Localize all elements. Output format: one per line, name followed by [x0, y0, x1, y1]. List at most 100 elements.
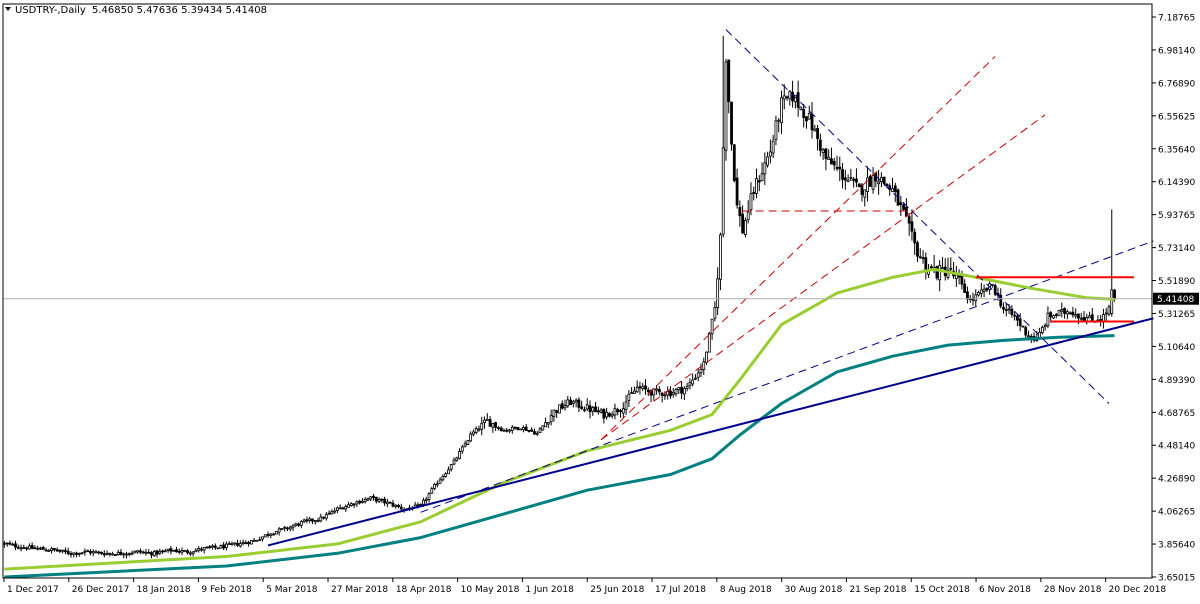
- candle-body: [830, 158, 833, 165]
- candle-body: [444, 473, 448, 477]
- candle-body: [180, 550, 184, 553]
- candle-body: [455, 457, 459, 461]
- candle-body: [355, 501, 359, 505]
- candle-body: [602, 408, 606, 419]
- candle-body: [788, 90, 792, 100]
- candle-body: [638, 386, 642, 389]
- candle-body: [372, 495, 375, 499]
- candle-body: [80, 552, 84, 555]
- candle-body: [802, 108, 806, 119]
- candle-body: [422, 499, 425, 505]
- candle-body: [430, 488, 434, 494]
- candle-body: [438, 479, 442, 484]
- candle-body: [635, 386, 639, 393]
- candle-body: [893, 185, 897, 193]
- candle-body: [774, 120, 778, 140]
- candle-body: [499, 427, 503, 431]
- candle-body: [785, 96, 789, 99]
- candle-body: [311, 518, 314, 522]
- candle-body: [966, 291, 969, 300]
- candle-body: [913, 231, 917, 244]
- candle-body: [39, 547, 42, 550]
- candle-body: [424, 498, 428, 501]
- candle-body: [197, 548, 201, 551]
- candle-body: [680, 386, 683, 394]
- candle-body: [757, 180, 761, 183]
- candle-body: [1071, 311, 1075, 316]
- candle-body: [361, 500, 364, 503]
- candle-body: [835, 167, 839, 169]
- candle-body: [155, 550, 159, 555]
- candles-layer: [2, 35, 1116, 559]
- candle-body: [627, 393, 631, 401]
- price-tick-label: 4.26890: [1158, 475, 1195, 485]
- candle-body: [236, 542, 239, 546]
- candle-body: [960, 275, 964, 285]
- candle-body: [696, 372, 700, 378]
- candle-body: [1015, 315, 1019, 321]
- candle-body: [705, 351, 708, 363]
- candle-body: [494, 422, 498, 428]
- candle-body: [188, 552, 192, 555]
- candle-body: [191, 551, 195, 555]
- candle-body: [619, 410, 622, 412]
- candle-body: [1043, 324, 1047, 328]
- candle-body: [741, 213, 745, 234]
- candle-body: [946, 269, 950, 278]
- candle-body: [596, 410, 600, 413]
- candle-body: [427, 493, 431, 500]
- candle-body: [266, 534, 270, 536]
- candle-body: [810, 113, 814, 131]
- date-tick-label: 6 Nov 2018: [979, 585, 1031, 595]
- candle-body: [83, 550, 87, 553]
- candle-body: [674, 389, 678, 395]
- candle-body: [366, 498, 370, 501]
- candle-body: [508, 429, 511, 432]
- date-tick-label: 1 Jun 2018: [525, 585, 574, 595]
- candle-body: [247, 541, 251, 545]
- candle-body: [385, 501, 389, 505]
- candle-body: [935, 266, 939, 279]
- price-tick-label: 6.35640: [1158, 145, 1195, 155]
- candle-body: [211, 545, 214, 548]
- candle-body: [860, 184, 864, 195]
- candle-body: [694, 377, 697, 380]
- candle-body: [671, 391, 675, 395]
- candle-body: [75, 552, 78, 555]
- candle-body: [491, 423, 495, 428]
- date-tick-label: 15 Oct 2018: [914, 585, 970, 595]
- candle-body: [644, 385, 647, 390]
- candle-body: [333, 510, 337, 513]
- candle-body: [30, 544, 34, 549]
- candle-body: [8, 542, 12, 545]
- candle-body: [66, 550, 70, 555]
- candle-body: [877, 181, 881, 185]
- candle-body: [222, 544, 226, 549]
- candle-body: [286, 527, 289, 530]
- candle-body: [591, 407, 595, 412]
- candle-body: [907, 216, 911, 224]
- candle-body: [463, 443, 467, 447]
- candle-body: [150, 552, 153, 556]
- candle-body: [805, 116, 808, 122]
- price-tick-label: 5.31265: [1158, 310, 1195, 320]
- dropdown-triangle-icon[interactable]: [5, 7, 11, 11]
- candle-body: [272, 533, 275, 536]
- candle-body: [399, 506, 403, 510]
- candle-body: [760, 173, 764, 182]
- candle-body: [682, 388, 686, 395]
- candle-body: [863, 189, 867, 198]
- candle-body: [899, 202, 903, 205]
- candle-body: [258, 539, 262, 542]
- candle-body: [885, 184, 889, 187]
- candle-body: [316, 520, 320, 522]
- candle-body: [280, 528, 284, 530]
- candle-body: [283, 526, 287, 529]
- candle-body: [261, 536, 264, 540]
- candle-body: [114, 554, 117, 556]
- candle-body: [172, 549, 176, 552]
- candle-body: [882, 176, 886, 184]
- candle-body: [119, 551, 123, 555]
